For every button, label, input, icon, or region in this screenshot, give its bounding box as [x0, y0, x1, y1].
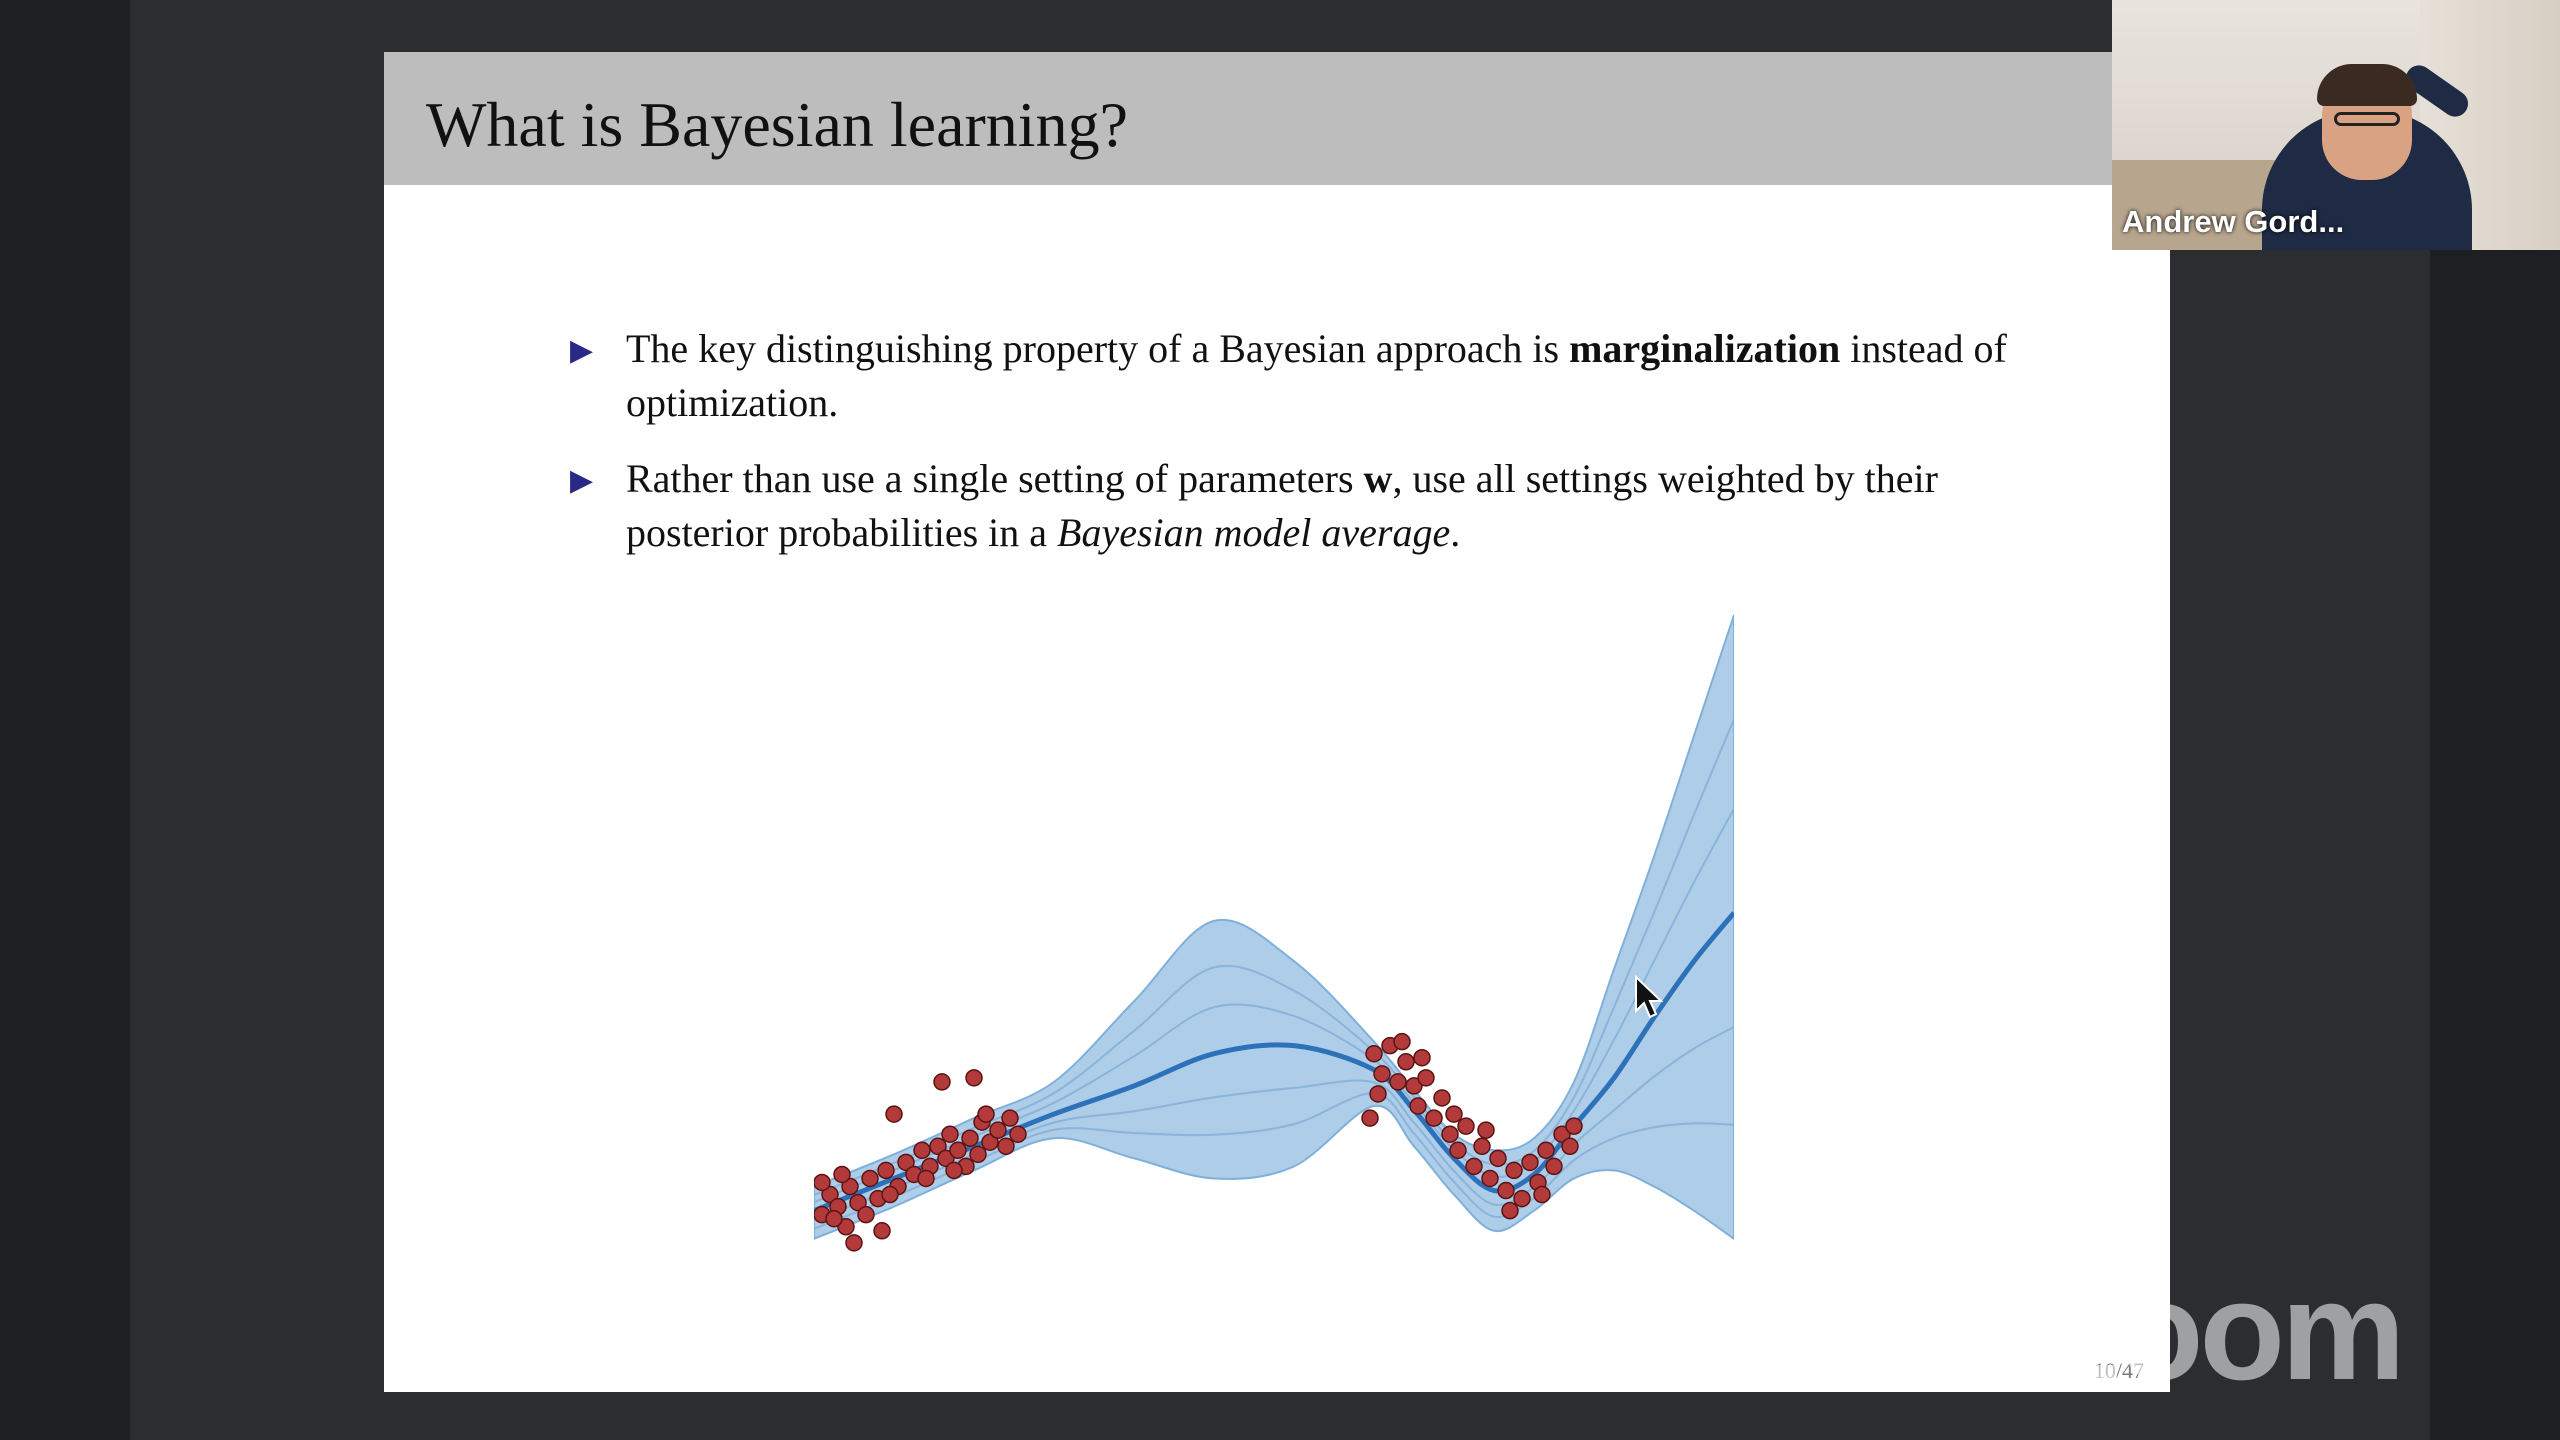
- data-point: [857, 1205, 875, 1224]
- data-point: [1561, 1137, 1579, 1156]
- slide-title: What is Bayesian learning?: [426, 89, 1128, 160]
- data-point: [841, 1177, 859, 1196]
- shared-slide: What is Bayesian learning? ▶ The key dis…: [384, 52, 2170, 1392]
- slide-header: What is Bayesian learning?: [384, 52, 2170, 185]
- data-point: [1521, 1153, 1539, 1172]
- data-point: [814, 1173, 831, 1192]
- data-point: [833, 1165, 851, 1184]
- data-point: [1449, 1141, 1467, 1160]
- data-point: [1489, 1149, 1507, 1168]
- data-point: [1505, 1161, 1523, 1180]
- participant-name-label: Andrew Gord...: [2122, 204, 2345, 239]
- data-point: [821, 1185, 839, 1204]
- data-point: [1497, 1181, 1515, 1200]
- data-point: [1425, 1109, 1443, 1127]
- data-point: [997, 1137, 1015, 1156]
- data-point: [1465, 1157, 1483, 1176]
- data-point: [1389, 1073, 1407, 1091]
- zoom-watermark-logo: zoom: [2052, 1252, 2406, 1409]
- glasses-icon: [2334, 112, 2400, 126]
- data-point: [981, 1133, 999, 1151]
- data-point: [933, 1073, 951, 1091]
- data-point: [917, 1169, 935, 1188]
- data-point: [881, 1185, 899, 1204]
- data-point: [1477, 1121, 1495, 1139]
- data-point: [969, 1145, 987, 1164]
- bullet-item-2: ▶ Rather than use a single setting of pa…: [570, 452, 2050, 560]
- bullet-1-text-part-1: The key distinguishing property of a Bay…: [626, 326, 1570, 371]
- data-point: [1369, 1085, 1387, 1103]
- data-point: [1405, 1077, 1423, 1095]
- data-point: [1365, 1044, 1383, 1063]
- data-point: [1413, 1048, 1431, 1067]
- data-point: [1417, 1069, 1435, 1087]
- data-point: [877, 1161, 895, 1180]
- data-point: [1473, 1137, 1491, 1156]
- person-hair: [2317, 64, 2417, 106]
- data-point: [1361, 1109, 1379, 1127]
- data-point: [825, 1209, 843, 1228]
- data-point: [1373, 1065, 1391, 1083]
- data-point: [949, 1141, 967, 1160]
- data-point: [1533, 1185, 1551, 1204]
- bullet-item-1: ▶ The key distinguishing property of a B…: [570, 322, 2050, 430]
- data-point: [1537, 1141, 1555, 1160]
- data-point: [1481, 1169, 1499, 1188]
- data-point: [1553, 1125, 1571, 1143]
- data-point: [965, 1069, 983, 1087]
- bullet-2-text-part-1: Rather than use a single setting of para…: [626, 456, 1364, 501]
- data-point: [929, 1137, 947, 1156]
- bullet-list: ▶ The key distinguishing property of a B…: [570, 322, 2050, 582]
- data-point: [1545, 1157, 1563, 1176]
- bayesian-model-average-plot: [814, 614, 1734, 1252]
- data-point: [989, 1121, 1007, 1139]
- data-point: [1457, 1117, 1475, 1135]
- participant-video-tile[interactable]: Andrew Gord...: [2112, 0, 2560, 250]
- data-point: [977, 1105, 995, 1123]
- bullet-2-italic-term: Bayesian model average: [1057, 510, 1451, 555]
- data-point: [845, 1234, 863, 1252]
- data-point: [1393, 1032, 1411, 1051]
- bullet-triangle-icon: ▶: [570, 334, 594, 367]
- left-backdrop: [0, 0, 130, 1440]
- data-point: [1409, 1097, 1427, 1115]
- data-point: [1009, 1125, 1027, 1143]
- bullet-2-bold-term: w: [1363, 456, 1393, 501]
- data-point: [913, 1141, 931, 1160]
- data-point: [1001, 1109, 1019, 1127]
- data-point: [897, 1153, 915, 1172]
- bullet-1-text-part-2: instead of optimization.: [626, 326, 2007, 425]
- bullet-triangle-icon: ▶: [570, 464, 594, 497]
- data-point: [849, 1193, 867, 1212]
- slide-page-number: 10/47: [2093, 1358, 2144, 1383]
- data-point: [945, 1161, 963, 1180]
- data-point: [1513, 1189, 1531, 1208]
- data-point: [1501, 1201, 1519, 1220]
- data-point: [1397, 1053, 1415, 1071]
- data-point: [837, 1218, 855, 1236]
- data-point: [1433, 1089, 1451, 1107]
- bullet-2-text-part-3: .: [1450, 510, 1461, 555]
- data-point: [861, 1169, 879, 1188]
- data-point: [885, 1105, 903, 1123]
- data-point: [1445, 1105, 1463, 1123]
- data-point: [961, 1129, 979, 1147]
- data-point: [1441, 1125, 1459, 1143]
- bullet-2-text-part-2: , use all settings weighted by their pos…: [626, 456, 1938, 555]
- data-point: [873, 1222, 891, 1240]
- data-point: [941, 1125, 959, 1143]
- data-point: [937, 1149, 955, 1168]
- bullet-1-bold-term: marginalization: [1569, 326, 1841, 371]
- data-point: [1565, 1117, 1583, 1135]
- mouse-cursor-icon: [1635, 975, 1664, 1019]
